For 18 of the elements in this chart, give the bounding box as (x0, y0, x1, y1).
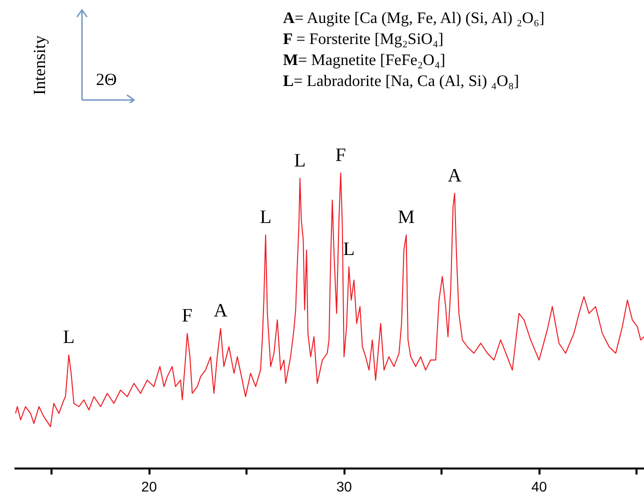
text: L= Labradorite [Na, Ca (Al, Si) ₄O₈] (283, 72, 520, 92)
x-axis-title: 2Θ (96, 70, 117, 90)
annotation: F (182, 305, 192, 326)
x-tick-label: 30 (336, 478, 352, 494)
annotation: F (335, 145, 346, 166)
text: M= Magnetite [FeFe₂O₄] (283, 51, 446, 71)
annotation: L (260, 206, 272, 228)
x-tick-label: 20 (141, 478, 158, 494)
annotation: L (63, 327, 75, 348)
annotation: M (398, 206, 415, 228)
annotation: A (214, 300, 228, 322)
text: A= Augite [Ca (Mg, Fe, Al) (Si, Al) ₂O₆] (283, 9, 545, 29)
x-tick-label: 40 (531, 478, 548, 494)
y-axis-title: Intensity (30, 36, 50, 95)
annotation: L (294, 150, 306, 172)
annotation: A (448, 165, 462, 186)
text: F = Forsterite [Mg₂SiO₄] (283, 30, 444, 50)
annotation: L (343, 238, 355, 260)
